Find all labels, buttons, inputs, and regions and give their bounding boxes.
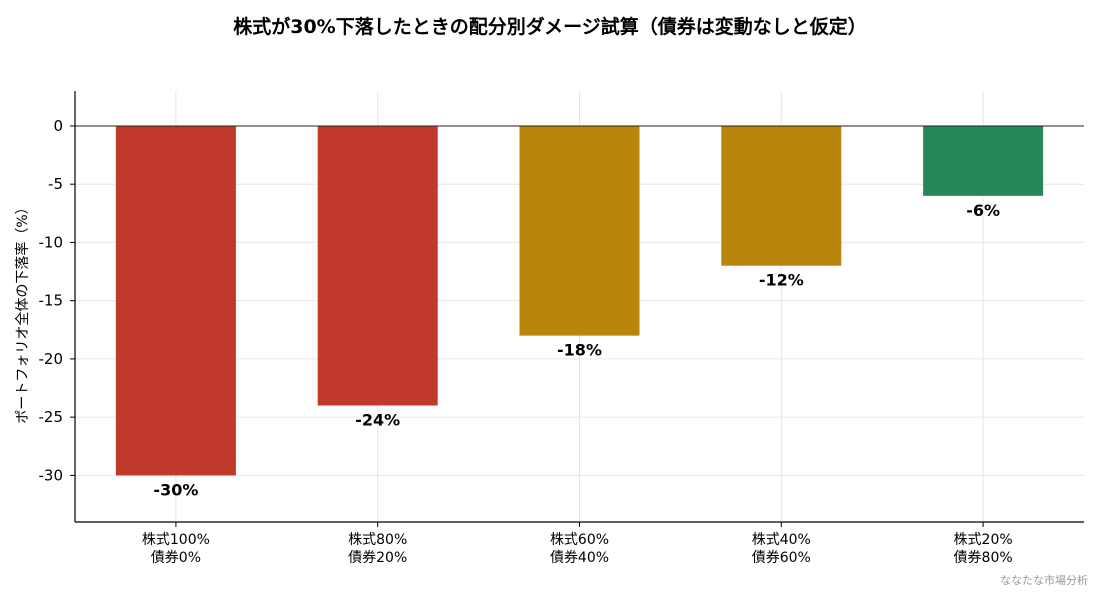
y-tick-label: -5 [48, 175, 63, 193]
bar-value-label: -24% [355, 411, 400, 430]
x-tick-label: 債券40% [550, 550, 609, 566]
y-tick-label: 0 [53, 117, 63, 135]
y-tick-label: -25 [39, 408, 64, 426]
x-tick-label: 債券0% [151, 550, 201, 566]
bar [115, 125, 236, 476]
bar [317, 125, 438, 406]
bar-value-label: -30% [153, 480, 198, 499]
x-tick-label: 債券20% [348, 550, 407, 566]
x-tick-label: 株式20% [954, 532, 1013, 548]
x-tick-label: 債券80% [954, 550, 1013, 566]
y-tick-label: -15 [39, 292, 64, 310]
x-tick-label: 株式60% [550, 532, 609, 548]
y-tick-label: -10 [39, 233, 64, 251]
chart-title: 株式が30%下落したときの配分別ダメージ試算（債券は変動なしと仮定） [233, 16, 867, 38]
x-tick-label: 債券60% [752, 550, 811, 566]
y-tick-label: -20 [39, 350, 64, 368]
bar-value-label: -6% [966, 201, 1000, 220]
y-tick-label: -30 [39, 466, 64, 484]
credit-text: ななたな市場分析 [1000, 574, 1088, 587]
bar [721, 125, 842, 266]
bar-value-label: -18% [557, 341, 602, 360]
x-tick-label: 株式80% [348, 532, 407, 548]
bar [923, 125, 1044, 196]
bar-value-label: -12% [759, 271, 804, 290]
x-tick-label: 株式40% [752, 532, 811, 548]
bar [519, 125, 640, 336]
x-tick-label: 株式100% [142, 532, 210, 548]
